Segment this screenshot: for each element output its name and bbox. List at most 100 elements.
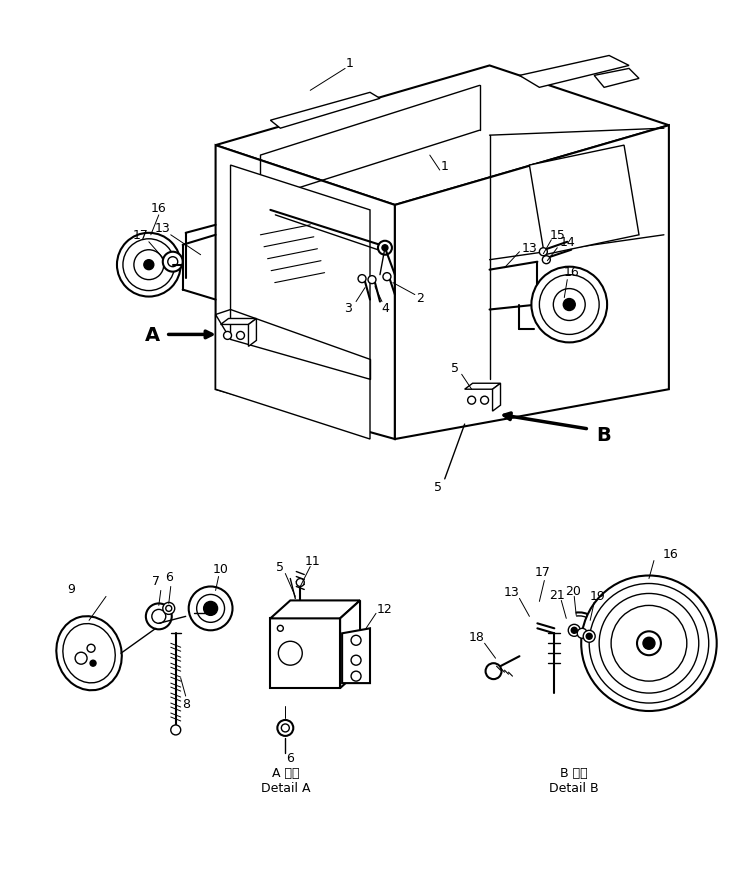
Text: 19: 19 bbox=[589, 589, 605, 603]
Text: 21: 21 bbox=[549, 588, 565, 602]
Text: 5: 5 bbox=[451, 361, 458, 375]
Ellipse shape bbox=[63, 624, 115, 683]
Circle shape bbox=[75, 653, 87, 664]
Text: 1: 1 bbox=[441, 159, 449, 173]
Circle shape bbox=[554, 290, 585, 321]
Circle shape bbox=[599, 594, 698, 694]
Polygon shape bbox=[215, 146, 395, 440]
Text: 16: 16 bbox=[563, 266, 579, 279]
Polygon shape bbox=[342, 628, 370, 683]
Polygon shape bbox=[594, 70, 639, 89]
Text: 10: 10 bbox=[212, 562, 229, 576]
Text: 5: 5 bbox=[276, 561, 285, 573]
Circle shape bbox=[171, 725, 181, 735]
Circle shape bbox=[236, 332, 244, 340]
Circle shape bbox=[197, 595, 224, 622]
Text: 6: 6 bbox=[165, 570, 172, 584]
Polygon shape bbox=[493, 384, 501, 411]
Circle shape bbox=[146, 603, 172, 629]
Circle shape bbox=[296, 578, 304, 586]
Circle shape bbox=[539, 275, 599, 335]
Circle shape bbox=[277, 721, 293, 736]
Polygon shape bbox=[270, 93, 380, 129]
Circle shape bbox=[383, 274, 391, 282]
Circle shape bbox=[144, 260, 154, 270]
Circle shape bbox=[586, 634, 592, 639]
Circle shape bbox=[611, 606, 687, 681]
Text: Detail A: Detail A bbox=[261, 781, 310, 795]
Circle shape bbox=[282, 724, 289, 732]
Circle shape bbox=[467, 397, 476, 405]
Polygon shape bbox=[270, 601, 360, 619]
Circle shape bbox=[382, 246, 388, 251]
Circle shape bbox=[539, 249, 548, 257]
Circle shape bbox=[163, 252, 183, 273]
Text: 3: 3 bbox=[344, 301, 352, 315]
Text: 16: 16 bbox=[663, 547, 679, 561]
Text: 14: 14 bbox=[559, 236, 575, 249]
Text: 2: 2 bbox=[416, 291, 424, 305]
Text: 5: 5 bbox=[434, 481, 442, 493]
Circle shape bbox=[368, 276, 376, 284]
Circle shape bbox=[163, 603, 175, 615]
Circle shape bbox=[152, 610, 166, 624]
Polygon shape bbox=[248, 319, 256, 347]
Text: 17: 17 bbox=[534, 565, 551, 578]
Text: 8: 8 bbox=[182, 696, 189, 710]
Circle shape bbox=[378, 241, 392, 256]
Circle shape bbox=[87, 645, 95, 653]
Circle shape bbox=[117, 233, 181, 297]
Text: 7: 7 bbox=[152, 574, 160, 587]
Text: 11: 11 bbox=[305, 554, 320, 568]
Polygon shape bbox=[230, 166, 370, 380]
Text: B: B bbox=[596, 425, 611, 444]
Text: 16: 16 bbox=[151, 202, 166, 215]
Circle shape bbox=[637, 631, 661, 655]
Text: 4: 4 bbox=[381, 301, 389, 315]
Circle shape bbox=[279, 642, 302, 665]
Text: 9: 9 bbox=[67, 582, 75, 595]
Circle shape bbox=[351, 636, 361, 645]
Text: 18: 18 bbox=[469, 630, 484, 643]
Circle shape bbox=[486, 663, 502, 679]
Text: 15: 15 bbox=[549, 229, 565, 242]
Circle shape bbox=[542, 257, 551, 265]
FancyBboxPatch shape bbox=[464, 390, 493, 411]
Circle shape bbox=[571, 628, 577, 634]
Polygon shape bbox=[221, 319, 256, 325]
Text: 6: 6 bbox=[286, 752, 294, 764]
Circle shape bbox=[123, 240, 175, 291]
Circle shape bbox=[277, 626, 283, 631]
Polygon shape bbox=[340, 601, 360, 688]
Text: 1: 1 bbox=[346, 57, 354, 70]
Circle shape bbox=[351, 655, 361, 665]
Ellipse shape bbox=[56, 617, 122, 690]
Text: 13: 13 bbox=[155, 222, 171, 235]
Text: B 詳細: B 詳細 bbox=[560, 766, 588, 780]
Circle shape bbox=[168, 257, 178, 267]
Circle shape bbox=[643, 637, 655, 650]
Circle shape bbox=[166, 606, 172, 611]
Circle shape bbox=[531, 267, 607, 343]
Text: 13: 13 bbox=[504, 586, 519, 598]
Text: A 詳細: A 詳細 bbox=[272, 766, 299, 780]
Polygon shape bbox=[215, 66, 669, 206]
Text: 17: 17 bbox=[133, 229, 149, 242]
Circle shape bbox=[224, 332, 232, 340]
Circle shape bbox=[589, 584, 709, 704]
Circle shape bbox=[358, 275, 366, 283]
Polygon shape bbox=[519, 56, 629, 89]
Circle shape bbox=[134, 250, 163, 281]
Circle shape bbox=[581, 576, 717, 712]
Circle shape bbox=[189, 586, 233, 630]
Polygon shape bbox=[464, 384, 501, 390]
Circle shape bbox=[563, 299, 575, 311]
Circle shape bbox=[568, 625, 580, 637]
Text: 13: 13 bbox=[522, 242, 537, 255]
Text: Detail B: Detail B bbox=[549, 781, 599, 795]
Text: A: A bbox=[146, 325, 160, 344]
Text: 12: 12 bbox=[377, 603, 393, 615]
Circle shape bbox=[351, 671, 361, 681]
FancyBboxPatch shape bbox=[221, 325, 248, 347]
Circle shape bbox=[481, 397, 489, 405]
